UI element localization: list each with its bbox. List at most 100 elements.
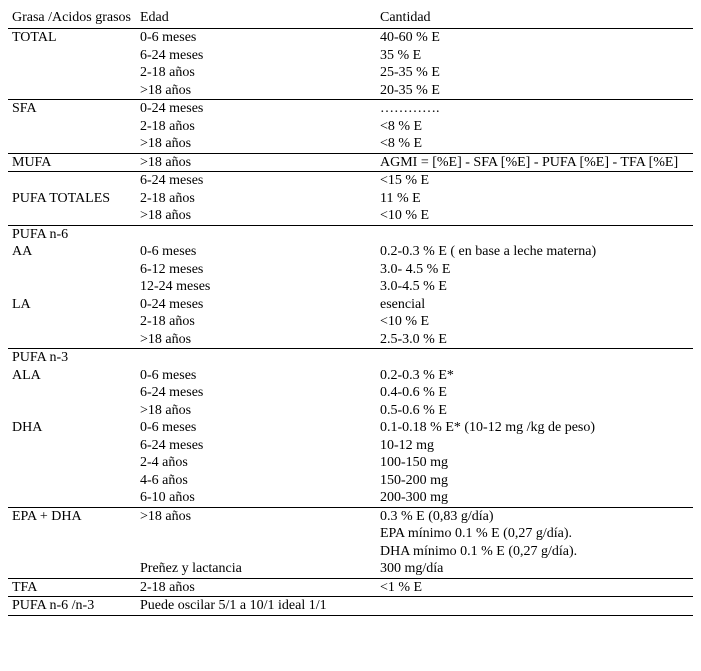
section-label: [8, 543, 136, 561]
quantity-cell: 10-12 mg: [376, 437, 693, 455]
section-label: [8, 207, 136, 225]
table-row: 12-24 meses3.0-4.5 % E: [8, 278, 693, 296]
table-row: PUFA n-6 /n-3Puede oscilar 5/1 a 10/1 id…: [8, 597, 693, 616]
age-cell: 0-6 meses: [136, 243, 376, 261]
quantity-cell: AGMI = [%E] - SFA [%E] - PUFA [%E] - TFA…: [376, 153, 693, 172]
age-cell: >18 años: [136, 207, 376, 225]
section-label: [8, 135, 136, 153]
quantity-cell: <15 % E: [376, 172, 693, 190]
section-label: PUFA n-6 /n-3: [8, 597, 136, 616]
quantity-cell: 11 % E: [376, 190, 693, 208]
section-header-row: PUFA n-6: [8, 225, 693, 243]
quantity-cell: 0.1-0.18 % E* (10-12 mg /kg de peso): [376, 419, 693, 437]
table-row: 2-18 años<8 % E: [8, 118, 693, 136]
quantity-cell: EPA mínimo 0.1 % E (0,27 g/día).: [376, 525, 693, 543]
age-cell: 2-18 años: [136, 578, 376, 597]
quantity-cell: 20-35 % E: [376, 82, 693, 100]
table-row: TFA2-18 años<1 % E: [8, 578, 693, 597]
quantity-cell: 3.0- 4.5 % E: [376, 261, 693, 279]
table-row: Preñez y lactancia300 mg/día: [8, 560, 693, 578]
table-row: 4-6 años150-200 mg: [8, 472, 693, 490]
section-label: PUFA TOTALES: [8, 190, 136, 208]
age-cell: >18 años: [136, 507, 376, 525]
age-cell: 6-24 meses: [136, 384, 376, 402]
section-label: DHA: [8, 419, 136, 437]
section-label: [8, 172, 136, 190]
table-row: >18 años20-35 % E: [8, 82, 693, 100]
table-row: AA0-6 meses0.2-0.3 % E ( en base a leche…: [8, 243, 693, 261]
section-label: AA: [8, 243, 136, 261]
table-row: DHA0-6 meses0.1-0.18 % E* (10-12 mg /kg …: [8, 419, 693, 437]
quantity-cell: ………….: [376, 100, 693, 118]
table-row: 6-24 meses0.4-0.6 % E: [8, 384, 693, 402]
age-cell: 0-6 meses: [136, 29, 376, 47]
age-cell: 6-24 meses: [136, 47, 376, 65]
quantity-cell: 40-60 % E: [376, 29, 693, 47]
fatty-acids-table: Grasa /Acidos grasos Edad Cantidad TOTAL…: [8, 8, 693, 616]
age-cell: Puede oscilar 5/1 a 10/1 ideal 1/1: [136, 597, 376, 616]
section-label: [8, 437, 136, 455]
age-cell: 0-6 meses: [136, 419, 376, 437]
table-row: TOTAL0-6 meses40-60 % E: [8, 29, 693, 47]
quantity-cell: 25-35 % E: [376, 64, 693, 82]
quantity-cell: <10 % E: [376, 207, 693, 225]
quantity-cell: 300 mg/día: [376, 560, 693, 578]
age-cell: >18 años: [136, 153, 376, 172]
section-label: [8, 525, 136, 543]
age-cell: 6-12 meses: [136, 261, 376, 279]
section-label: LA: [8, 296, 136, 314]
age-cell: Preñez y lactancia: [136, 560, 376, 578]
section-header-row: PUFA n-3: [8, 349, 693, 367]
quantity-cell: <8 % E: [376, 135, 693, 153]
section-label: TFA: [8, 578, 136, 597]
table-row: LA0-24 mesesesencial: [8, 296, 693, 314]
section-label: [8, 384, 136, 402]
quantity-cell: <8 % E: [376, 118, 693, 136]
section-label: [8, 313, 136, 331]
quantity-cell: 0.5-0.6 % E: [376, 402, 693, 420]
table-row: MUFA>18 añosAGMI = [%E] - SFA [%E] - PUF…: [8, 153, 693, 172]
quantity-cell: 0.2-0.3 % E*: [376, 367, 693, 385]
quantity-cell: <10 % E: [376, 313, 693, 331]
quantity-cell: 200-300 mg: [376, 489, 693, 507]
age-cell: >18 años: [136, 135, 376, 153]
age-cell: 0-24 meses: [136, 100, 376, 118]
section-label: [8, 331, 136, 349]
quantity-cell: 0.4-0.6 % E: [376, 384, 693, 402]
table-row: DHA mínimo 0.1 % E (0,27 g/día).: [8, 543, 693, 561]
table-row: >18 años<8 % E: [8, 135, 693, 153]
quantity-cell: 35 % E: [376, 47, 693, 65]
section-label: [8, 118, 136, 136]
header-col1: Grasa /Acidos grasos: [8, 8, 136, 29]
table-row: ALA0-6 meses0.2-0.3 % E*: [8, 367, 693, 385]
section-label: [8, 82, 136, 100]
age-cell: 2-18 años: [136, 64, 376, 82]
table-row: 6-24 meses35 % E: [8, 47, 693, 65]
section-label: [8, 472, 136, 490]
age-cell: 0-24 meses: [136, 296, 376, 314]
age-cell: >18 años: [136, 402, 376, 420]
table-body: TOTAL0-6 meses40-60 % E6-24 meses35 % E2…: [8, 29, 693, 616]
section-label: TOTAL: [8, 29, 136, 47]
section-label: [8, 454, 136, 472]
quantity-cell: 3.0-4.5 % E: [376, 278, 693, 296]
table-row: SFA0-24 meses………….: [8, 100, 693, 118]
age-cell: 12-24 meses: [136, 278, 376, 296]
table-row: EPA mínimo 0.1 % E (0,27 g/día).: [8, 525, 693, 543]
age-cell: 2-18 años: [136, 313, 376, 331]
quantity-cell: <1 % E: [376, 578, 693, 597]
age-cell: 6-10 años: [136, 489, 376, 507]
quantity-cell: DHA mínimo 0.1 % E (0,27 g/día).: [376, 543, 693, 561]
table-row: >18 años2.5-3.0 % E: [8, 331, 693, 349]
age-cell: >18 años: [136, 82, 376, 100]
quantity-cell: 0.3 % E (0,83 g/día): [376, 507, 693, 525]
section-label: PUFA n-3: [8, 349, 136, 367]
age-cell: 6-24 meses: [136, 437, 376, 455]
table-row: EPA + DHA>18 años0.3 % E (0,83 g/día): [8, 507, 693, 525]
quantity-cell: 2.5-3.0 % E: [376, 331, 693, 349]
section-label: [8, 278, 136, 296]
section-label: EPA + DHA: [8, 507, 136, 525]
age-cell: 4-6 años: [136, 472, 376, 490]
section-label: [8, 489, 136, 507]
table-row: 2-18 años<10 % E: [8, 313, 693, 331]
